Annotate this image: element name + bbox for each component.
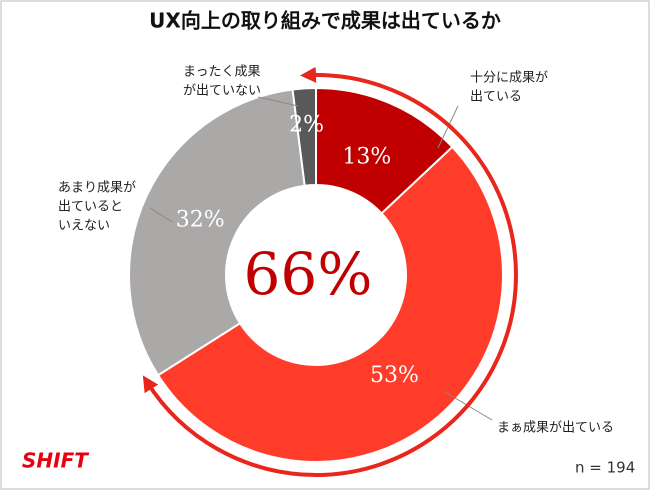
category-label: まったく成果 — [183, 65, 260, 80]
category-label: が出ていない — [183, 84, 261, 99]
chart-title: UX向上の取り組みで成果は出ているか — [149, 9, 501, 33]
value-label: 13% — [342, 145, 391, 170]
value-label: 32% — [176, 208, 225, 233]
category-label: 十分に成果が — [470, 71, 548, 86]
value-label: 53% — [370, 363, 419, 388]
logo: SHIFT — [22, 449, 89, 473]
category-label: まぁ成果が出ている — [497, 421, 614, 436]
category-label: 出ていると — [58, 200, 123, 215]
value-label: 2% — [289, 112, 324, 137]
sample-size: n = 194 — [575, 459, 635, 477]
category-label: いえない — [58, 219, 110, 234]
category-label: 出ている — [470, 90, 522, 105]
center-label: 66% — [244, 240, 373, 308]
span-arrow — [142, 66, 518, 477]
category-label: あまり成果が — [58, 181, 136, 196]
